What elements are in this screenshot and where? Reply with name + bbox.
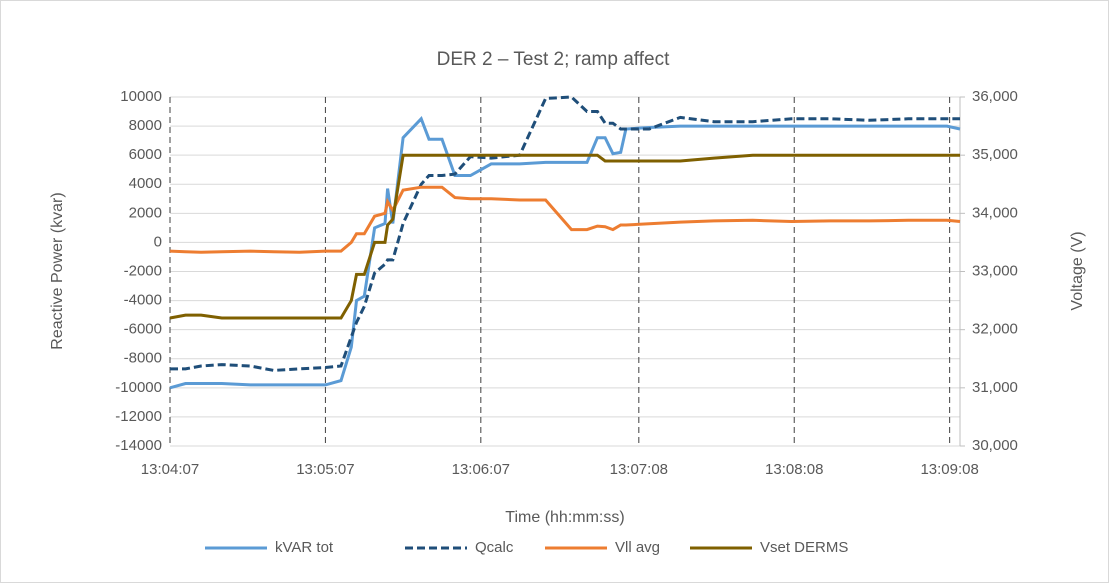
y-tick-label: 2000: [129, 204, 162, 221]
y-tick-label: 10000: [120, 88, 162, 105]
series-line: [169, 185, 961, 254]
y2-tick-label: 32,000: [972, 321, 1018, 338]
y2-tick-label: 30,000: [972, 437, 1018, 454]
y2-axis-title: Voltage (V): [1069, 231, 1086, 310]
y2-tick-label: 31,000: [972, 379, 1018, 396]
x-tick-label: 13:05:07: [296, 461, 354, 478]
legend-label: Vset DERMS: [760, 539, 848, 556]
y2-tick-label: 33,000: [972, 262, 1018, 279]
y-tick-label: -4000: [124, 292, 162, 309]
legend-label: Vll avg: [615, 539, 660, 556]
y-tick-label: 0: [154, 233, 162, 250]
x-tick-label: 13:04:07: [141, 461, 199, 478]
y-tick-label: -14000: [115, 437, 162, 454]
y-tick-label: -2000: [124, 262, 162, 279]
y-tick-label: 8000: [129, 117, 162, 134]
chart-title: DER 2 – Test 2; ramp affect: [437, 49, 670, 70]
series-line: [169, 153, 960, 320]
x-axis-title: Time (hh:mm:ss): [505, 509, 624, 526]
legend-label: kVAR tot: [275, 539, 334, 556]
y2-tick-label: 35,000: [972, 146, 1018, 163]
x-tick-label: 13:09:08: [920, 461, 978, 478]
y2-tick-label: 34,000: [972, 204, 1018, 221]
x-tick-label: 13:07:08: [610, 461, 668, 478]
y-tick-label: -12000: [115, 408, 162, 425]
series-line: [170, 95, 960, 372]
y-tick-label: -8000: [124, 350, 162, 367]
y-tick-label: 6000: [129, 146, 162, 163]
y-axis-title: Reactive Power (kvar): [49, 192, 66, 349]
y2-tick-label: 36,000: [972, 88, 1018, 105]
x-tick-label: 13:08:08: [765, 461, 823, 478]
legend-label: Qcalc: [475, 539, 514, 556]
x-tick-label: 13:06:07: [452, 461, 510, 478]
y-tick-label: 4000: [129, 175, 162, 192]
y-tick-label: -10000: [115, 379, 162, 396]
series-line: [169, 116, 961, 390]
y-tick-label: -6000: [124, 321, 162, 338]
